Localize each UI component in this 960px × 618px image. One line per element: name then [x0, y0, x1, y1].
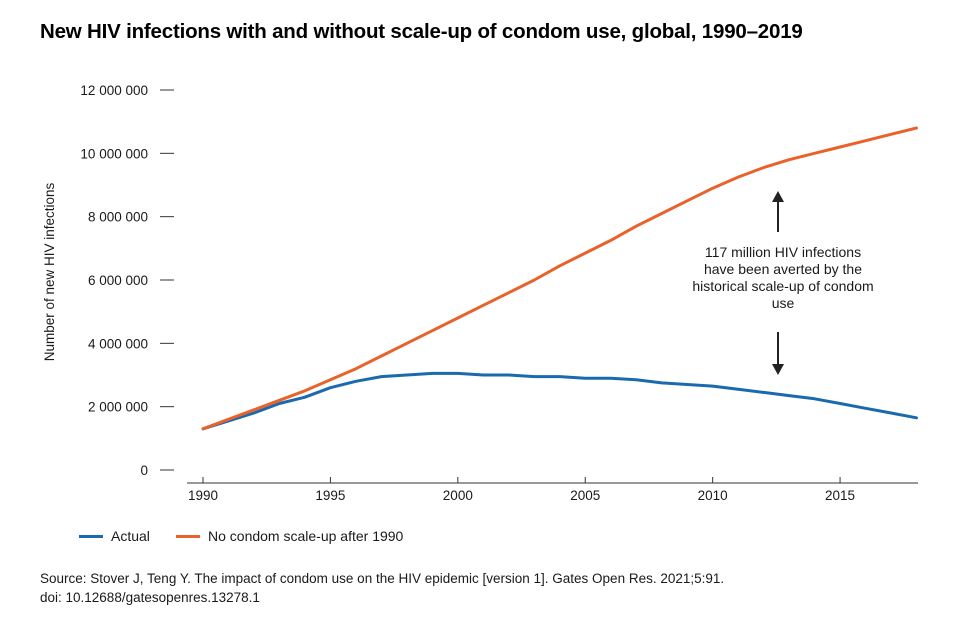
y-tick-label: 0 [140, 463, 148, 478]
y-tick-label: 12 000 000 [80, 83, 148, 98]
y-tick-label: 4 000 000 [88, 336, 148, 351]
x-tick-label: 2015 [825, 488, 855, 503]
legend-swatch-actual [79, 534, 103, 538]
arrow-down-icon [772, 332, 784, 375]
source-note: Source: Stover J, Teng Y. The impact of … [40, 569, 724, 607]
y-tick-label: 10 000 000 [80, 146, 148, 161]
y-tick-label: 8 000 000 [88, 210, 148, 225]
legend-swatch-no-scale-up [176, 534, 200, 538]
series-line-no-scale-up [201, 126, 918, 431]
legend-item-no-scale-up: No condom scale-up after 1990 [176, 528, 403, 544]
x-tick-label: 2005 [570, 488, 600, 503]
x-tick-label: 2010 [698, 488, 728, 503]
y-axis-label: Number of new HIV infections [42, 182, 57, 361]
x-tick-label: 1995 [315, 488, 345, 503]
y-axis: 0 2 000 000 4 000 000 6 000 000 8 000 000 10 … [80, 83, 174, 478]
source-doi: doi: 10.12688/gatesopenres.13278.1 [40, 590, 260, 605]
y-tick-label: 6 000 000 [88, 273, 148, 288]
source-citation: Source: Stover J, Teng Y. The impact of … [40, 571, 725, 586]
averted-annotation: 117 million HIV infections have been ave… [692, 244, 874, 311]
arrow-up-icon [772, 191, 784, 232]
series-group [201, 126, 918, 431]
y-tick-label: 2 000 000 [88, 400, 148, 415]
x-tick-label: 1990 [188, 488, 218, 503]
x-tick-label: 2000 [443, 488, 473, 503]
chart-title: New HIV infections with and without scal… [40, 20, 803, 43]
x-axis: 1990 1995 2000 2005 2010 2015 [187, 477, 918, 503]
series-line-actual [201, 371, 918, 431]
legend-label-no-scale-up: No condom scale-up after 1990 [208, 528, 404, 544]
legend-item-actual: Actual [79, 528, 150, 544]
legend-label-actual: Actual [111, 528, 150, 544]
